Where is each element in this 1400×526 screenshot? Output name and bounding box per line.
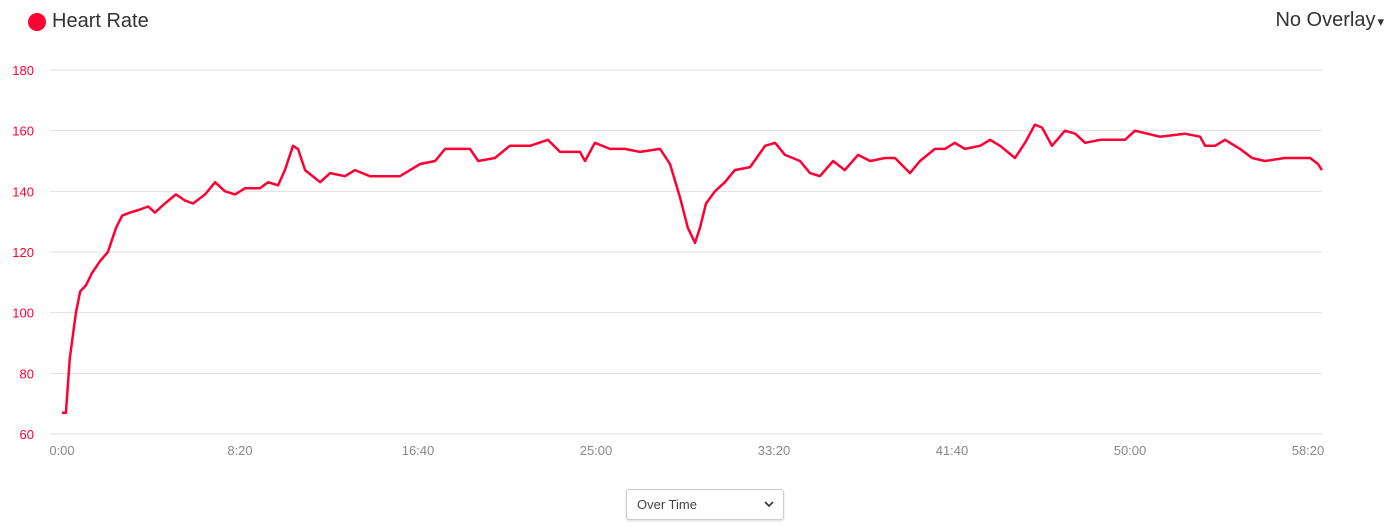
mode-select-value: Over Time <box>637 497 697 512</box>
x-tick-label: 0:00 <box>49 443 74 458</box>
mode-select[interactable]: Over Time <box>626 489 784 520</box>
y-tick-label: 160 <box>12 124 34 139</box>
x-tick-label: 41:40 <box>936 443 969 458</box>
chevron-down-icon <box>764 501 774 508</box>
y-tick-label: 80 <box>20 366 34 381</box>
y-tick-label: 140 <box>12 184 34 199</box>
chart-title-text: Heart Rate <box>52 10 149 32</box>
heart-rate-chart: 60 80 100 120 140 160 180 0:00 8:20 16:40 25:00 33:… <box>12 63 1325 458</box>
chart-title: Heart Rate <box>28 10 149 33</box>
x-tick-label: 8:20 <box>227 443 252 458</box>
y-tick-label: 100 <box>12 306 34 321</box>
x-tick-label: 33:20 <box>758 443 791 458</box>
caret-down-icon: ▾ <box>1377 14 1384 29</box>
x-tick-label: 25:00 <box>580 443 613 458</box>
x-tick-label: 16:40 <box>402 443 435 458</box>
overlay-label: No Overlay <box>1275 9 1376 31</box>
y-tick-label: 60 <box>20 427 34 442</box>
heart-rate-line <box>62 123 1323 415</box>
x-tick-label: 58:20 <box>1292 443 1325 458</box>
y-tick-label: 180 <box>12 63 34 78</box>
x-tick-label: 50:00 <box>1114 443 1147 458</box>
series-color-dot <box>28 12 46 31</box>
y-tick-label: 120 <box>12 245 34 260</box>
overlay-dropdown[interactable]: No Overlay ▾ <box>1275 9 1384 32</box>
